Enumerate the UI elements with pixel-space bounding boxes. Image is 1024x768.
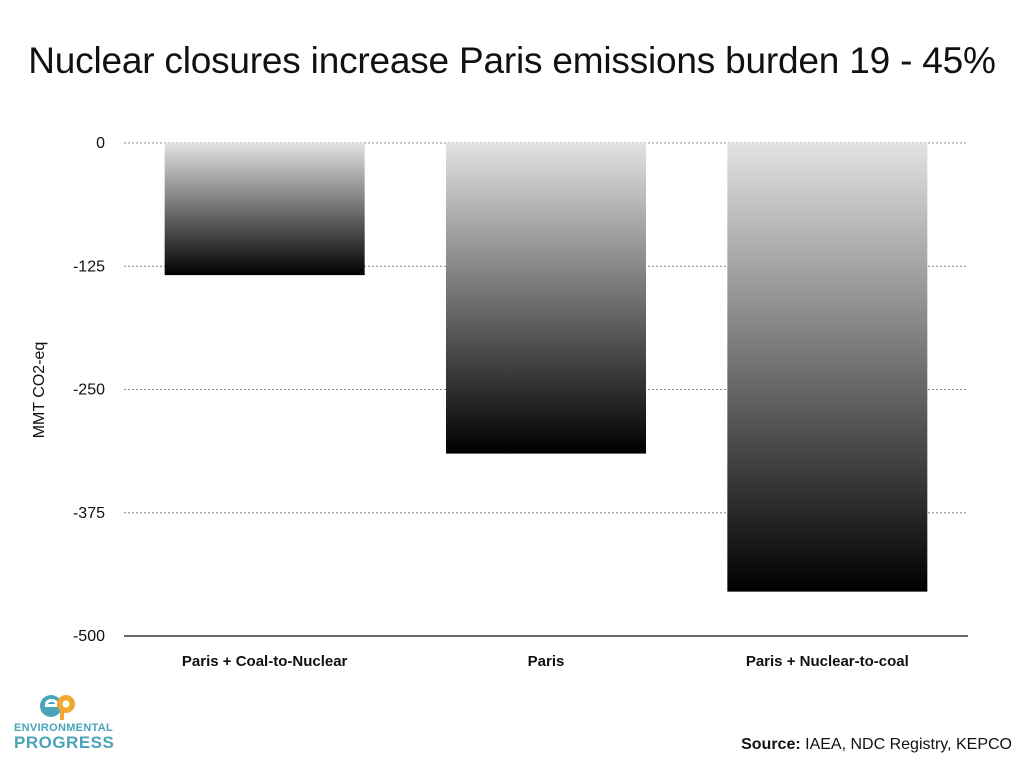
source-text: IAEA, NDC Registry, KEPCO <box>805 736 1012 753</box>
bar <box>727 143 928 592</box>
y-tick-label: 0 <box>96 135 105 152</box>
chart-title: Nuclear closures increase Paris emission… <box>28 40 996 81</box>
bar <box>446 143 646 454</box>
logo-line1: ENVIRONMENTAL <box>14 722 114 734</box>
y-tick-label: -375 <box>73 505 105 522</box>
source-label: Source: <box>741 736 801 753</box>
logo-line2: PROGRESS <box>14 733 115 752</box>
ep-logo-icon <box>40 695 75 720</box>
y-tick-label: -500 <box>73 628 105 645</box>
bar-chart: 0 -125 -250 -375 -500 Paris + Coal-to-Nuclear… <box>31 135 968 670</box>
y-tick-label: -250 <box>73 382 105 399</box>
y-tick-label: -125 <box>73 258 105 275</box>
y-axis-label: MMT CO2-eq <box>31 342 48 439</box>
x-category-label: Paris <box>528 653 565 670</box>
x-category-label: Paris + Nuclear-to-coal <box>746 653 909 670</box>
x-category-label: Paris + Coal-to-Nuclear <box>182 653 348 670</box>
environmental-progress-logo: ENVIRONMENTAL PROGRESS <box>14 692 115 752</box>
bar <box>164 143 365 276</box>
source-note: Source: IAEA, NDC Registry, KEPCO <box>741 736 1012 754</box>
